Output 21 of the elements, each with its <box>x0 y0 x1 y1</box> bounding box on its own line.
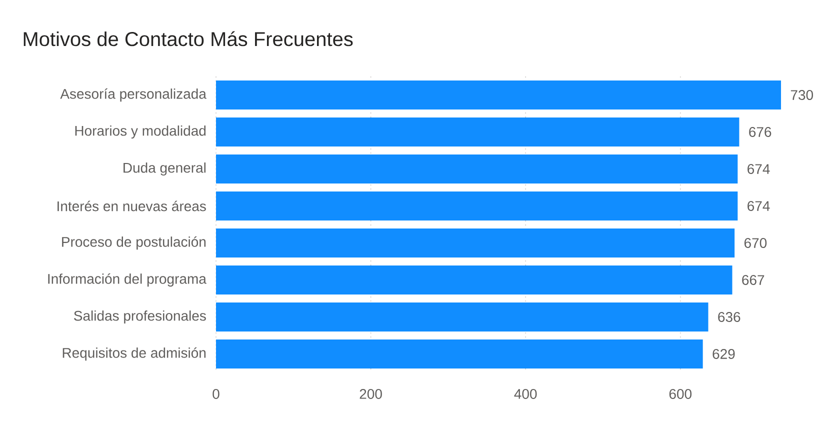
y-tick-label: Duda general <box>124 162 206 176</box>
y-tick-label: Requisitos de admisión <box>62 347 206 361</box>
x-tick-label: 0 <box>212 389 220 399</box>
chart-title: Motivos de Contacto Más Frecuentes <box>24 31 353 46</box>
data-label: 730 <box>790 90 814 100</box>
y-tick-label: Asesoría personalizada <box>60 88 206 102</box>
y-tick-label: Horarios y modalidad <box>75 125 206 139</box>
data-label: 670 <box>744 238 767 248</box>
data-label: 636 <box>718 312 740 322</box>
y-tick-label: Información del programa <box>48 273 206 287</box>
x-tick-label: 200 <box>360 389 382 399</box>
data-label: 676 <box>749 127 772 137</box>
data-label: 674 <box>748 201 770 211</box>
x-tick-label: 400 <box>514 389 537 399</box>
data-label: 667 <box>742 275 764 285</box>
data-label: 629 <box>712 349 735 359</box>
y-tick-label: Interés en nuevas áreas <box>58 200 206 212</box>
y-tick-label: Proceso de postulación <box>62 236 206 250</box>
y-tick-label: Salidas profesionales <box>74 310 206 324</box>
x-tick-label: 600 <box>669 389 692 399</box>
data-label: 674 <box>748 164 770 174</box>
